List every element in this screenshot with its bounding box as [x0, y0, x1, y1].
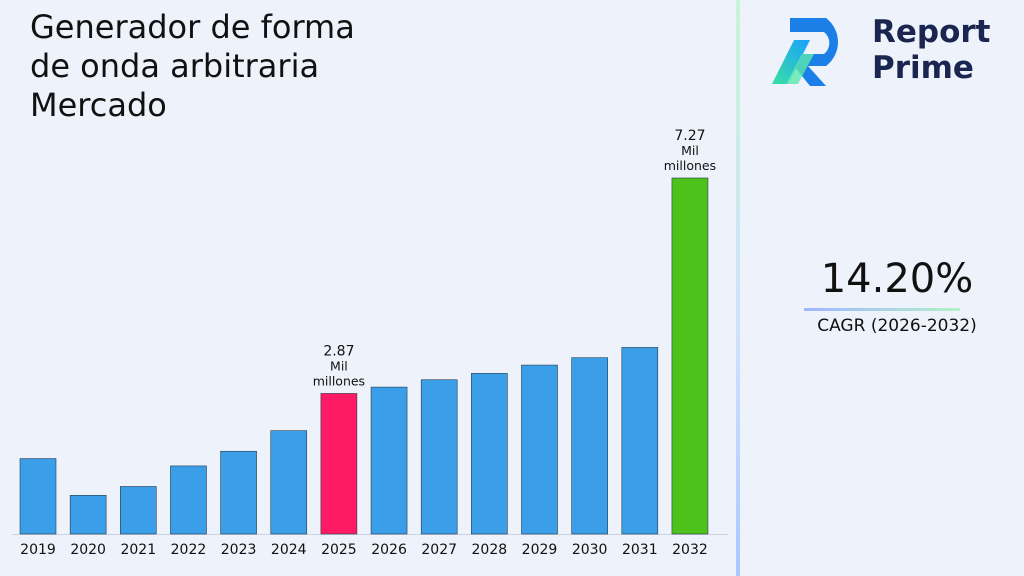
cagr-value: 14.20% — [820, 256, 974, 302]
data-label-2032-unit-2: millones — [664, 158, 716, 173]
x-tick-label-2026: 2026 — [371, 542, 407, 558]
cagr-label: CAGR (2026-2032) — [817, 316, 977, 336]
data-label-2032-value: 7.27 — [674, 128, 705, 144]
x-tick-label-2028: 2028 — [472, 542, 508, 558]
brand-name: Report Prime — [872, 14, 991, 86]
x-tick-label-2032: 2032 — [672, 542, 708, 558]
bar-2022 — [170, 465, 207, 535]
x-tick-label-2025: 2025 — [321, 542, 357, 558]
panel-divider — [736, 0, 740, 576]
data-label-2025-unit-2: millones — [313, 373, 365, 388]
data-label-2025-unit-1: Mil — [330, 358, 348, 373]
bar-2020 — [69, 495, 107, 535]
x-tick-label-2023: 2023 — [221, 542, 257, 558]
bar-2031 — [621, 347, 659, 535]
x-tick-label-2030: 2030 — [572, 542, 608, 558]
x-tick-label-2022: 2022 — [171, 542, 207, 558]
x-tick-label-2020: 2020 — [70, 542, 106, 558]
cagr-underline — [804, 308, 960, 311]
bar-2030 — [571, 357, 608, 535]
chart-title: Generador de forma de onda arbitraria Me… — [30, 8, 355, 124]
data-label-2025-value: 2.87 — [323, 343, 354, 359]
bar-2021 — [120, 486, 157, 535]
brand-line-2: Prime — [872, 50, 974, 86]
x-tick-label-2021: 2021 — [120, 542, 156, 558]
bar-2024 — [270, 430, 308, 535]
x-tick-label-2029: 2029 — [522, 542, 558, 558]
x-tick-label-2031: 2031 — [622, 542, 658, 558]
bar-chart: 2019 2020 2021 2022 2023 2024 2025 2026 2027 2028… — [12, 128, 728, 558]
report-prime-logo-icon — [772, 18, 838, 86]
bar-2025 — [320, 393, 358, 535]
bar-2023 — [220, 450, 257, 535]
bar-2026 — [370, 386, 408, 535]
bar-2019 — [19, 458, 57, 535]
bar-2027 — [420, 379, 458, 535]
bar-2029 — [521, 364, 558, 535]
x-tick-label-2019: 2019 — [20, 542, 56, 558]
bar-2032 — [671, 177, 709, 535]
brand-line-1: Report — [872, 14, 991, 50]
data-label-2032-unit-1: Mil — [681, 143, 699, 158]
x-tick-label-2027: 2027 — [421, 542, 457, 558]
bar-2028 — [471, 373, 508, 535]
x-tick-label-2024: 2024 — [271, 542, 307, 558]
